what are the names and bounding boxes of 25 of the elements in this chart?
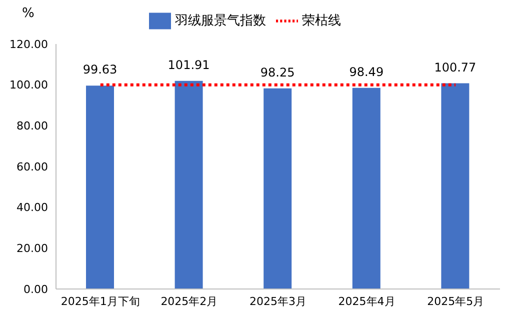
data-label: 99.63	[82, 62, 118, 77]
data-label: 98.25	[260, 65, 295, 80]
bar	[441, 83, 470, 289]
bar	[86, 86, 114, 289]
y-tick-label: 60.00	[16, 160, 48, 174]
bar	[264, 88, 292, 289]
bar	[352, 88, 380, 289]
data-label: 101.91	[168, 58, 210, 72]
x-tick-label: 2025年5月	[427, 294, 484, 308]
bar	[174, 80, 203, 289]
data-label: 98.49	[349, 64, 384, 79]
y-axis-title: %	[22, 6, 34, 21]
x-tick-label: 2025年4月	[338, 294, 396, 308]
y-tick-label: 120.00	[10, 38, 48, 51]
legend-label: 荣枯线	[302, 14, 341, 29]
y-tick-label: 0.00	[24, 282, 48, 296]
legend-label: 羽绒服景气指数	[175, 14, 266, 29]
y-tick-label: 100.00	[10, 78, 48, 92]
y-tick-label: 80.00	[16, 120, 48, 133]
y-tick-label: 20.00	[16, 242, 48, 256]
x-tick-label: 2025年3月	[250, 294, 306, 308]
x-tick-label: 2025年2月	[160, 294, 218, 308]
y-tick-label: 40.00	[16, 201, 48, 214]
x-tick-label: 2025年1月下旬	[60, 294, 140, 308]
data-label: 100.77	[434, 60, 476, 74]
